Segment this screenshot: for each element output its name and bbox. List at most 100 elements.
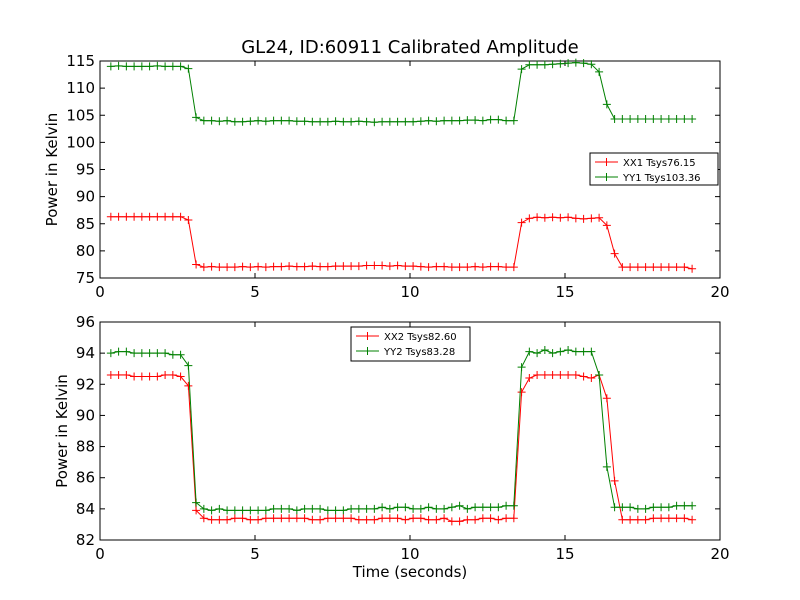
data-point [672,115,681,124]
data-point [176,350,185,359]
data-point [114,370,123,379]
data-point [106,62,115,71]
data-point [440,262,449,271]
data-point [161,370,170,379]
data-point [432,117,441,126]
data-point [106,370,115,379]
data-point [525,60,534,69]
data-point [145,62,154,71]
y-tick-label: 88 [76,438,95,456]
data-point [664,263,673,272]
data-point [416,504,425,513]
data-point [137,212,146,221]
y-tick-label: 92 [76,375,95,393]
data-point [130,62,139,71]
data-point [207,116,216,125]
x-tick-label: 10 [400,283,419,301]
data-point [153,212,162,221]
y-tick-label: 94 [76,344,95,362]
data-point [176,212,185,221]
data-point [230,506,239,515]
data-point [153,61,162,70]
data-point [292,117,301,126]
data-point [618,503,627,512]
data-point [378,503,387,512]
data-point [385,504,394,513]
data-point [649,263,658,272]
data-point [502,263,511,272]
y-tick-label: 100 [66,133,95,151]
data-point [533,60,542,69]
data-point [478,263,487,272]
data-point [223,506,232,515]
data-point [595,370,604,379]
data-point [347,504,356,513]
data-point [354,262,363,271]
data-point [192,113,201,122]
data-point [571,214,580,223]
data-point [246,117,255,126]
data-point [610,249,619,258]
data-point [540,346,549,355]
data-point [261,514,270,523]
data-point [595,67,604,76]
data-point [657,115,666,124]
data-point [424,503,433,512]
data-point [331,262,340,271]
data-point [285,514,294,523]
data-point [579,214,588,223]
data-point [277,262,286,271]
data-point [633,504,642,513]
data-point [471,262,480,271]
data-point [393,514,402,523]
data-point [579,59,588,68]
data-point [680,263,689,272]
data-point [378,117,387,126]
data-point [556,213,565,222]
data-point [409,514,418,523]
data-point [254,506,263,515]
data-point [463,263,472,272]
data-point [378,514,387,523]
data-point [339,506,348,515]
data-point [153,349,162,358]
data-point [393,117,402,126]
data-point [564,370,573,379]
data-point [440,514,449,523]
data-point [657,514,666,523]
data-point [393,503,402,512]
data-point [331,117,340,126]
data-point [610,476,619,485]
chart-title: GL24, ID:60911 Calibrated Amplitude [241,37,579,58]
data-point [517,65,526,74]
data-point [564,59,573,68]
data-point [602,100,611,109]
data-point [308,262,317,271]
data-point [626,503,635,512]
data-point [254,515,263,524]
data-point [199,263,208,272]
data-point [168,350,177,359]
y-tick-label: 85 [76,215,95,233]
data-point [571,370,580,379]
x-tick-label: 0 [95,283,105,301]
data-point [602,394,611,403]
data-point [122,212,131,221]
data-point [362,515,371,524]
data-point [385,514,394,523]
data-point [478,514,487,523]
data-point [618,515,627,524]
data-point [192,260,201,269]
data-point [587,60,596,69]
data-point [657,503,666,512]
y-tick-label: 90 [76,188,95,206]
data-point [261,263,270,272]
data-point [106,212,115,221]
data-point [285,504,294,513]
legend-label: XX2 Tsys82.60 [384,332,457,343]
data-point [199,116,208,125]
data-point [161,212,170,221]
data-point [447,517,456,526]
data-point [471,503,480,512]
data-point [378,261,387,270]
